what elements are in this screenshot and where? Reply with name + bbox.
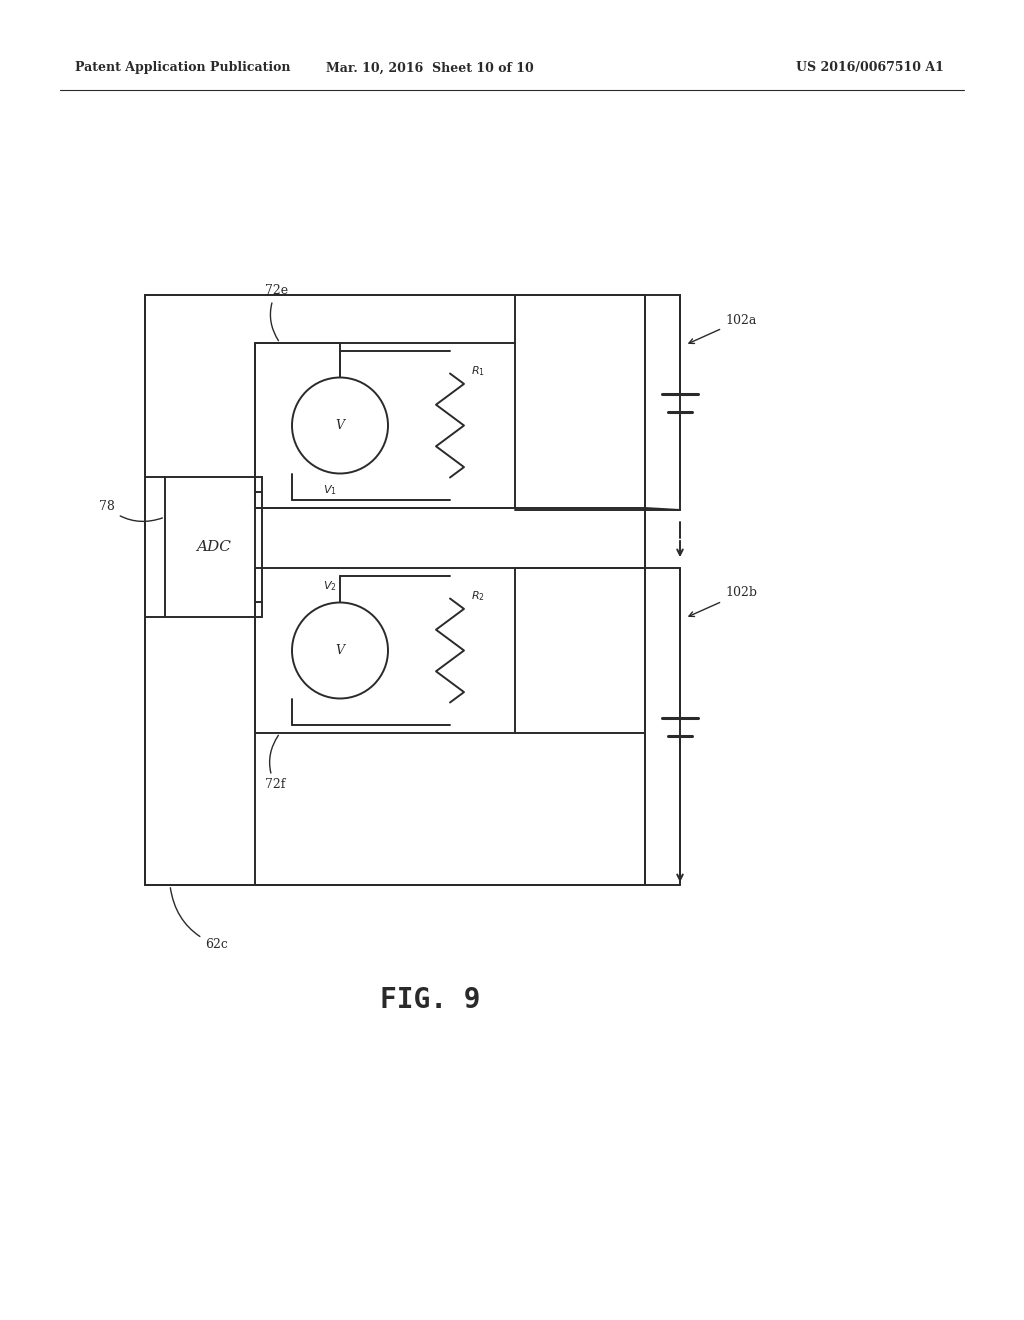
Circle shape <box>292 602 388 698</box>
Text: $V_1$: $V_1$ <box>324 483 337 496</box>
Text: Mar. 10, 2016  Sheet 10 of 10: Mar. 10, 2016 Sheet 10 of 10 <box>326 62 534 74</box>
Text: ADC: ADC <box>196 540 231 554</box>
Circle shape <box>292 378 388 474</box>
Text: V: V <box>336 418 344 432</box>
Text: $V_2$: $V_2$ <box>324 579 337 593</box>
Bar <box>145 294 645 884</box>
Text: 72e: 72e <box>265 285 288 341</box>
Text: FIG. 9: FIG. 9 <box>380 986 480 1014</box>
Text: 62c: 62c <box>170 888 228 952</box>
Text: 102b: 102b <box>689 586 757 616</box>
Bar <box>165 477 262 616</box>
Text: V: V <box>336 644 344 657</box>
Text: US 2016/0067510 A1: US 2016/0067510 A1 <box>796 62 944 74</box>
Text: 78: 78 <box>99 500 163 521</box>
Text: 102a: 102a <box>689 314 757 343</box>
Bar <box>255 568 515 733</box>
Text: $R_1$: $R_1$ <box>471 364 485 378</box>
Text: Patent Application Publication: Patent Application Publication <box>75 62 291 74</box>
Text: 72f: 72f <box>265 735 286 792</box>
Bar <box>255 343 515 508</box>
Text: $R_2$: $R_2$ <box>471 589 485 603</box>
